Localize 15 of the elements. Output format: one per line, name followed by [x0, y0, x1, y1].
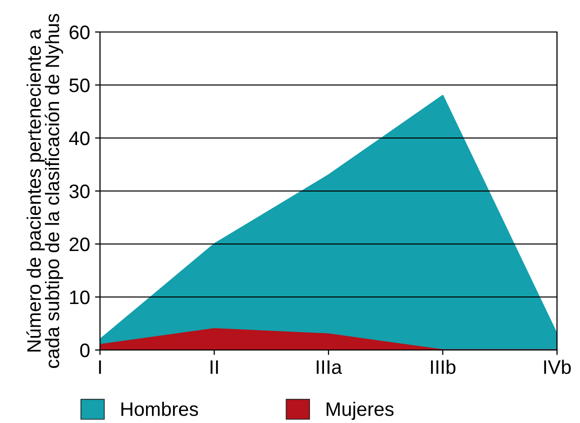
y-tick-label: 60 [70, 25, 90, 40]
y-tick-label: 0 [80, 343, 90, 358]
x-tick-label: IVb [544, 360, 571, 374]
x-tick-label: II [210, 360, 218, 374]
y-tick-label: 40 [69, 131, 90, 146]
y-axis-title: Número de pacientes perteneciente a cada subtipo de la clasificación de Nyhus [26, 14, 64, 368]
x-tick-label: I [99, 360, 101, 374]
legend-label: Mujeres [326, 402, 394, 420]
y-tick-label: 20 [70, 237, 90, 252]
x-tick-label: IIIa [316, 360, 342, 374]
legend-label: Hombres [121, 402, 198, 416]
y-tick-label: 10 [70, 290, 90, 304]
y-tick-label: 50 [69, 78, 90, 92]
x-tick-label: IIIb [431, 360, 456, 374]
y-tick-label: 30 [69, 184, 90, 198]
